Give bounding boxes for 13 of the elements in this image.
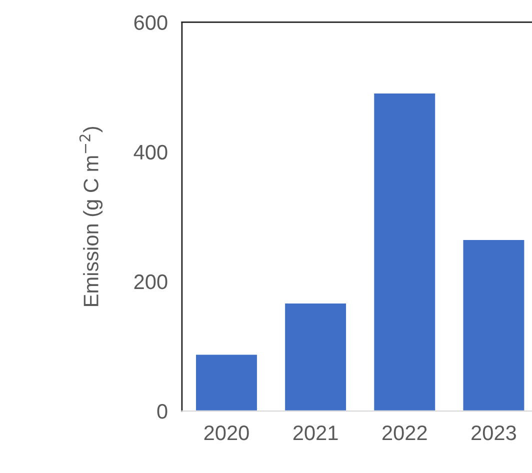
x-tick-label: 2022: [382, 425, 427, 440]
x-tick-label: 2021: [293, 425, 338, 440]
bar: [462, 238, 526, 412]
x-tick-label: 2023: [472, 425, 516, 440]
y-tick-label: 200: [134, 274, 168, 290]
y-tick-label: 0: [157, 404, 168, 419]
bar: [372, 92, 436, 412]
bar: [194, 353, 258, 412]
y-tick-label: 400: [134, 144, 168, 160]
x-tick-label: 2020: [204, 425, 249, 440]
y-tick-label: 600: [134, 15, 168, 30]
bar: [284, 302, 348, 412]
y-axis-title: Emission (g C m$^{−2}$): [79, 126, 103, 306]
